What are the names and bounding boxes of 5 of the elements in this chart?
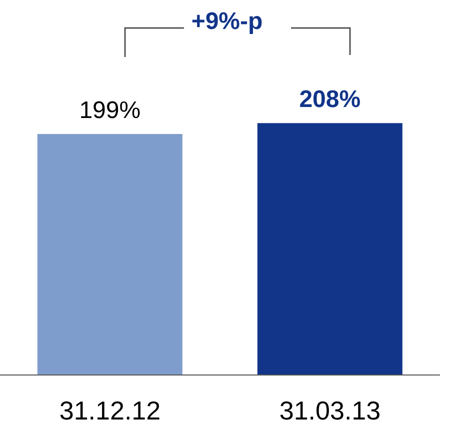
x-tick-label: 31.03.13 [279, 395, 381, 426]
text: +9%-p [190, 8, 264, 36]
data-label: 208% [299, 86, 361, 114]
data-label: 199% [79, 97, 141, 124]
x-tick-label: 31.12.12 [59, 395, 161, 426]
